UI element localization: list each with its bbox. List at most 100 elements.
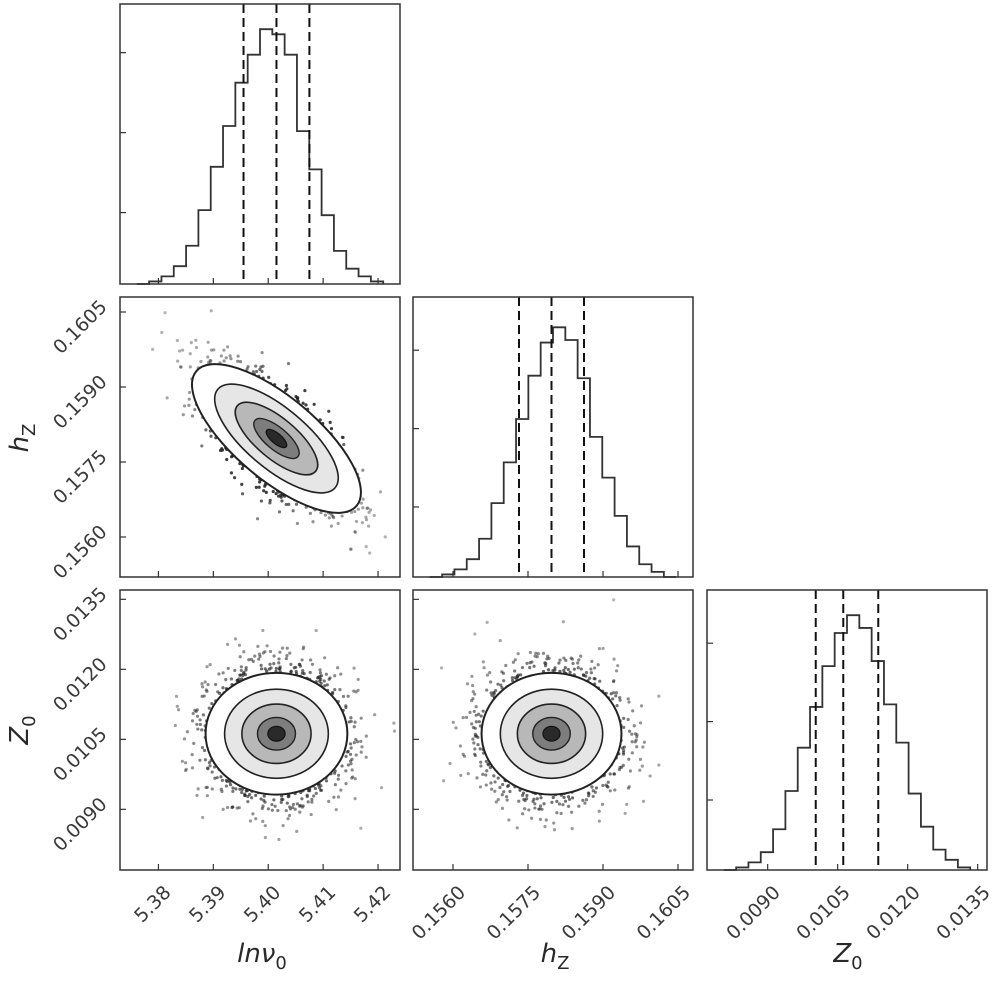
sample-point <box>231 786 235 790</box>
sample-point <box>196 727 200 731</box>
sample-point <box>319 788 323 792</box>
sample-point <box>328 420 332 424</box>
sample-point <box>193 708 197 712</box>
sample-point <box>594 786 599 790</box>
sample-point <box>519 673 523 677</box>
sample-point <box>625 802 629 807</box>
sample-point <box>330 513 334 517</box>
sample-point <box>201 713 205 717</box>
sample-point <box>255 517 260 521</box>
sample-point <box>229 677 234 681</box>
sample-point <box>254 364 258 368</box>
sample-point <box>557 661 561 665</box>
sample-point <box>261 628 265 633</box>
sample-point <box>236 359 240 363</box>
sample-point <box>247 658 251 662</box>
sample-point <box>471 683 475 688</box>
sample-point <box>352 666 356 670</box>
sample-point <box>613 788 617 792</box>
sample-point <box>352 741 356 745</box>
sample-point <box>294 669 298 674</box>
sample-point <box>209 359 213 363</box>
sample-point <box>348 547 353 551</box>
sample-point <box>151 347 155 351</box>
x-tick-label: 5.41 <box>295 882 340 927</box>
sample-point <box>608 789 612 793</box>
sample-point <box>570 657 574 661</box>
sample-point <box>226 666 230 670</box>
sample-point <box>552 828 557 832</box>
y-tick-label: 0.0120 <box>49 653 112 716</box>
sample-point <box>224 677 228 682</box>
sample-point <box>216 690 220 694</box>
sample-point <box>314 791 318 796</box>
sample-point <box>622 725 626 730</box>
sample-point <box>251 370 255 374</box>
y-axis-label-z0: Z0 <box>5 715 40 745</box>
sample-point <box>238 655 242 659</box>
sample-point <box>592 676 596 681</box>
sample-point <box>184 767 188 771</box>
sample-point <box>493 789 497 793</box>
y-tick-label: 0.1560 <box>49 521 112 584</box>
sample-point <box>206 355 210 359</box>
sample-point <box>244 666 248 670</box>
sample-point <box>329 524 334 528</box>
sample-point <box>517 799 521 803</box>
sample-point <box>590 659 594 663</box>
sample-point <box>259 667 264 671</box>
sample-point <box>584 798 589 802</box>
sample-point <box>353 530 357 534</box>
sample-point <box>203 758 207 762</box>
sample-point <box>593 666 597 670</box>
sample-point <box>496 776 500 780</box>
sample-point <box>365 506 369 510</box>
sample-point <box>340 764 344 768</box>
sample-point <box>502 679 506 683</box>
sample-point <box>516 652 520 656</box>
x-tick-label: 5.39 <box>185 882 230 927</box>
sample-point <box>596 663 600 667</box>
sample-point <box>632 724 636 728</box>
sample-point <box>349 746 353 750</box>
sample-point <box>231 789 235 793</box>
x-tick-label: 0.0135 <box>932 882 995 945</box>
sample-point <box>314 628 318 633</box>
sample-point <box>179 365 183 369</box>
sample-point <box>533 802 537 806</box>
sample-point <box>257 652 262 656</box>
sample-point <box>620 746 625 750</box>
sample-point <box>301 401 305 405</box>
sample-point <box>461 752 465 757</box>
sample-point <box>284 383 289 388</box>
sample-point <box>260 350 264 355</box>
sample-point <box>194 338 198 342</box>
sample-point <box>284 502 288 507</box>
sample-point <box>476 742 480 747</box>
sample-point <box>312 402 316 406</box>
sample-point <box>190 719 195 723</box>
sample-point <box>195 708 199 712</box>
sample-point <box>229 471 234 475</box>
sample-point <box>224 784 229 788</box>
sample-point <box>523 798 527 803</box>
panel-content <box>439 598 661 832</box>
sample-point <box>317 786 322 790</box>
sample-point <box>341 694 346 699</box>
sample-point <box>566 667 570 672</box>
sample-point <box>200 746 205 750</box>
sample-point <box>572 667 576 671</box>
sample-point <box>474 713 478 717</box>
sample-point <box>288 805 292 809</box>
sample-point <box>212 348 216 352</box>
sample-point <box>163 311 167 315</box>
sample-point <box>555 799 559 803</box>
sample-point <box>269 666 273 670</box>
sample-point <box>284 808 288 813</box>
sample-point <box>581 798 585 802</box>
sample-point <box>618 765 622 770</box>
sample-point <box>225 805 230 810</box>
sample-point <box>563 665 567 670</box>
sample-point <box>266 807 271 811</box>
x-tick-label: 5.38 <box>130 882 175 927</box>
